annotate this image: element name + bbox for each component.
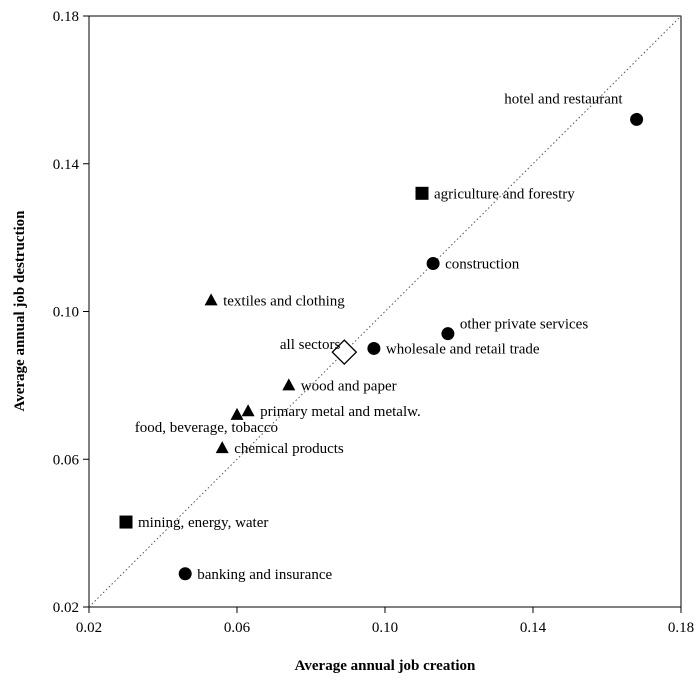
data-point: primary metal and metalw. bbox=[241, 404, 421, 420]
data-point: wood and paper bbox=[282, 378, 397, 394]
point-label: textiles and clothing bbox=[223, 293, 345, 309]
x-axis: 0.02 0.06 0.10 0.14 0.18 bbox=[76, 607, 694, 636]
circle-marker bbox=[367, 341, 381, 355]
triangle-marker bbox=[230, 407, 244, 420]
square-marker bbox=[415, 186, 429, 200]
data-point: wholesale and retail trade bbox=[367, 341, 540, 357]
point-label: wood and paper bbox=[301, 378, 397, 394]
point-label: banking and insurance bbox=[197, 567, 332, 583]
point-label: food, beverage, tobacco bbox=[135, 420, 278, 436]
y-tick-label: 0.06 bbox=[53, 452, 80, 468]
y-axis-title: Average annual job destruction bbox=[12, 210, 28, 412]
data-point: chemical products bbox=[215, 441, 344, 457]
circle-marker bbox=[441, 327, 455, 341]
circle-marker bbox=[178, 567, 192, 581]
data-point: construction bbox=[426, 256, 520, 272]
x-axis-title: Average annual job creation bbox=[295, 658, 476, 674]
data-point: other private services bbox=[441, 317, 588, 341]
point-label: agriculture and forestry bbox=[434, 186, 575, 202]
y-tick-label: 0.18 bbox=[53, 9, 79, 25]
point-label: hotel and restaurant bbox=[504, 91, 623, 107]
y-axis: 0.02 0.06 0.10 0.14 0.18 bbox=[53, 9, 89, 616]
point-label: other private services bbox=[460, 317, 588, 333]
triangle-marker bbox=[204, 293, 218, 306]
data-point: banking and insurance bbox=[178, 567, 332, 583]
data-point: food, beverage, tobacco bbox=[135, 407, 278, 436]
point-label: mining, energy, water bbox=[138, 515, 268, 531]
data-point: agriculture and forestry bbox=[415, 186, 575, 202]
point-label: construction bbox=[445, 256, 520, 272]
square-marker bbox=[119, 515, 133, 529]
x-tick-label: 0.06 bbox=[224, 620, 251, 636]
y-tick-label: 0.02 bbox=[53, 600, 79, 616]
data-point: all sectors bbox=[280, 337, 358, 366]
point-label: chemical products bbox=[234, 441, 344, 457]
point-label: all sectors bbox=[280, 337, 341, 353]
point-label: primary metal and metalw. bbox=[260, 404, 421, 420]
y-tick-label: 0.14 bbox=[53, 157, 80, 173]
data-points: hotel and restaurant agriculture and fore… bbox=[119, 91, 644, 583]
data-point: mining, energy, water bbox=[119, 515, 268, 531]
data-point: hotel and restaurant bbox=[504, 91, 644, 126]
triangle-marker bbox=[282, 378, 296, 391]
diamond-marker bbox=[331, 339, 358, 366]
circle-marker bbox=[426, 256, 440, 270]
x-tick-label: 0.14 bbox=[520, 620, 547, 636]
y-tick-label: 0.10 bbox=[53, 305, 79, 321]
point-label: wholesale and retail trade bbox=[386, 341, 540, 357]
x-tick-label: 0.10 bbox=[372, 620, 398, 636]
data-point: textiles and clothing bbox=[204, 293, 345, 309]
x-tick-label: 0.02 bbox=[76, 620, 102, 636]
triangle-marker bbox=[215, 441, 229, 454]
circle-marker bbox=[630, 112, 644, 126]
triangle-marker bbox=[241, 404, 255, 417]
diagonal-reference-line bbox=[88, 15, 682, 608]
x-tick-label: 0.18 bbox=[668, 620, 694, 636]
